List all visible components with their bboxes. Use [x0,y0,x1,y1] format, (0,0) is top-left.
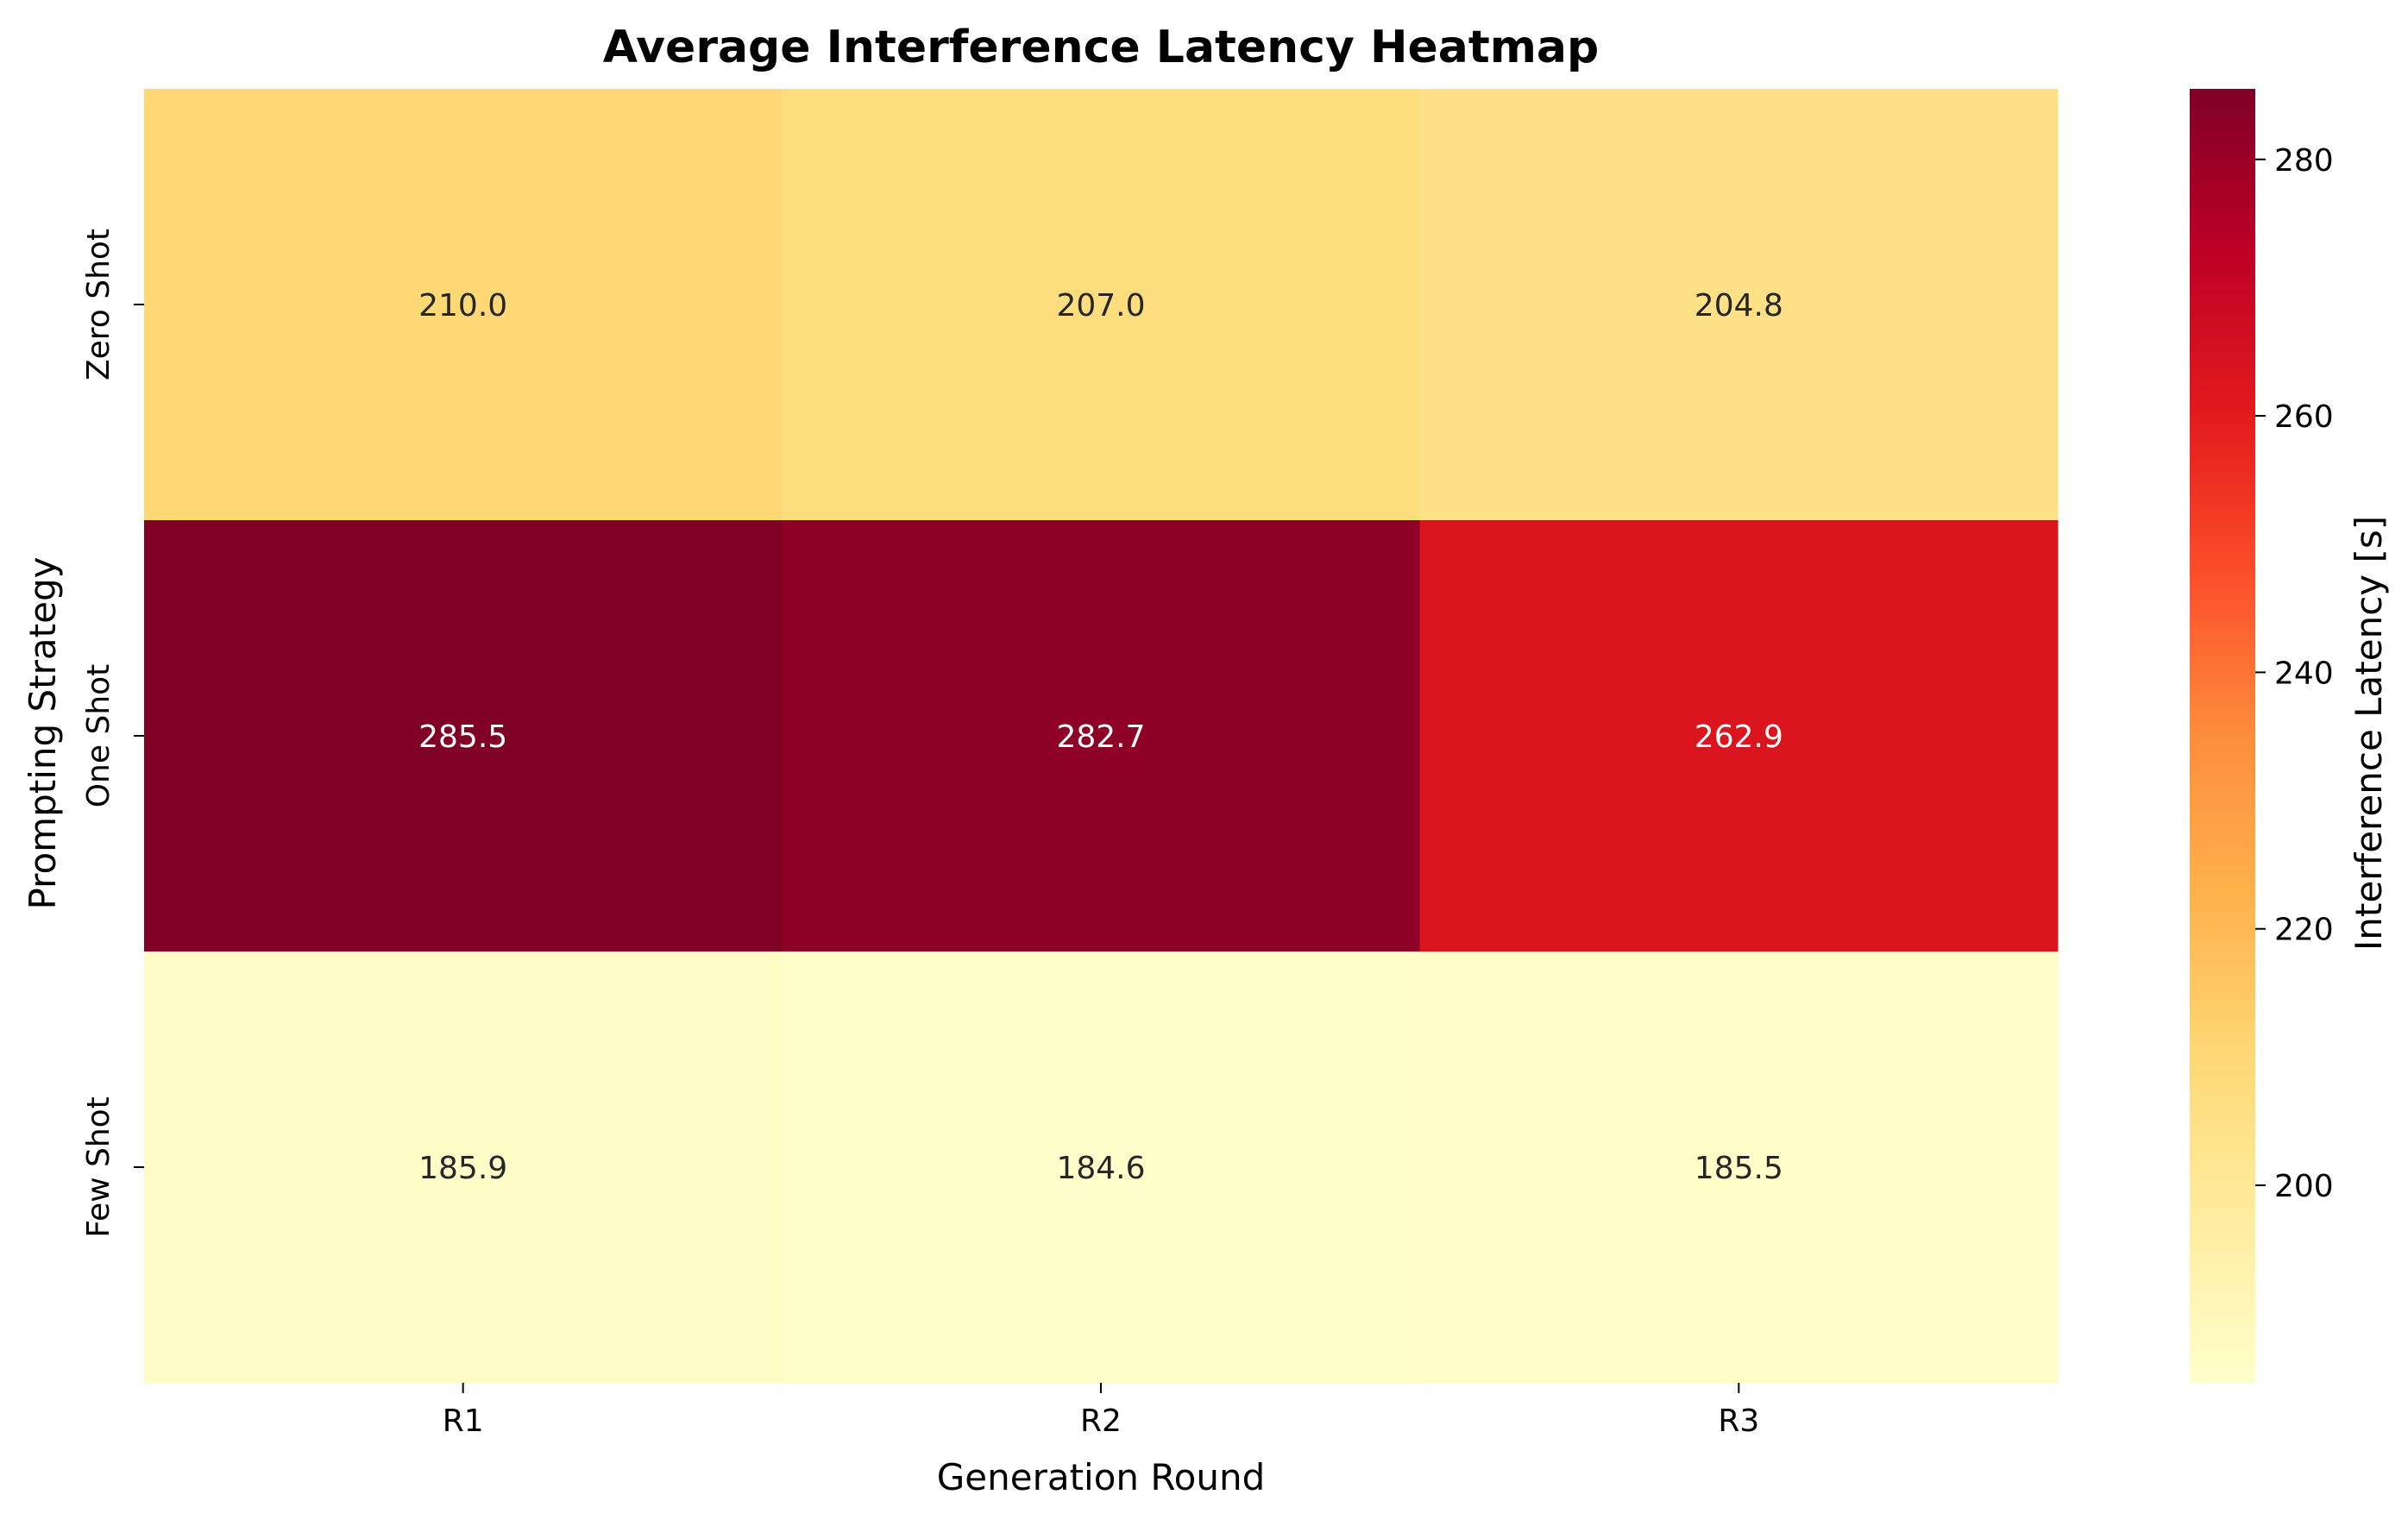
heatmap-cell [144,520,783,952]
x-tick-label: R2 [1080,1404,1122,1439]
cell-value-label: 185.5 [1694,1151,1783,1186]
heatmap-cell [144,89,783,521]
heatmap-cell [1419,520,2059,952]
x-tick-label: R1 [443,1404,484,1439]
heatmap-cell [782,520,1421,952]
x-axis-label: Generation Round [937,1456,1266,1498]
heatmap-cells: 210.0 207.0 204.8 285.5 282.7 262.9 185.9 184.6… [144,89,2059,1384]
y-tick-label: One Shot [81,664,116,808]
cell-value-label: 262.9 [1694,719,1783,755]
cell-value-label: 285.5 [418,719,507,755]
cell-value-label: 282.7 [1056,719,1145,755]
cell-value-label: 210.0 [418,288,507,323]
x-tick-label: R3 [1718,1404,1759,1439]
x-axis: R1 R2 R3 [443,1383,1759,1439]
heatmap-cell [144,951,783,1384]
colorbar-tick-label: 220 [2274,913,2334,948]
cell-value-label: 204.8 [1694,288,1783,323]
y-axis: Zero Shot One Shot Few Shot [81,229,144,1238]
heatmap-cell [1419,951,2059,1384]
colorbar-tick-label: 200 [2274,1169,2334,1204]
colorbar-gradient [2190,89,2255,1383]
colorbar-label: Interference Latency [s] [2348,516,2390,951]
cell-value-label: 185.9 [418,1151,507,1186]
colorbar-tick-label: 260 [2274,399,2334,435]
colorbar: 200 220 240 260 280 [2190,89,2334,1383]
chart-title: Average Interference Latency Heatmap [603,22,1599,73]
colorbar-tick-label: 280 [2274,143,2334,179]
heatmap-cell [782,951,1421,1384]
cell-value-label: 184.6 [1056,1151,1145,1186]
y-tick-label: Few Shot [81,1096,116,1238]
y-tick-label: Zero Shot [81,229,116,380]
y-axis-label: Prompting Strategy [22,557,64,910]
heatmap-cell [1419,89,2059,521]
heatmap-cell [782,89,1421,521]
colorbar-tick-label: 240 [2274,656,2334,691]
cell-value-label: 207.0 [1056,288,1145,323]
